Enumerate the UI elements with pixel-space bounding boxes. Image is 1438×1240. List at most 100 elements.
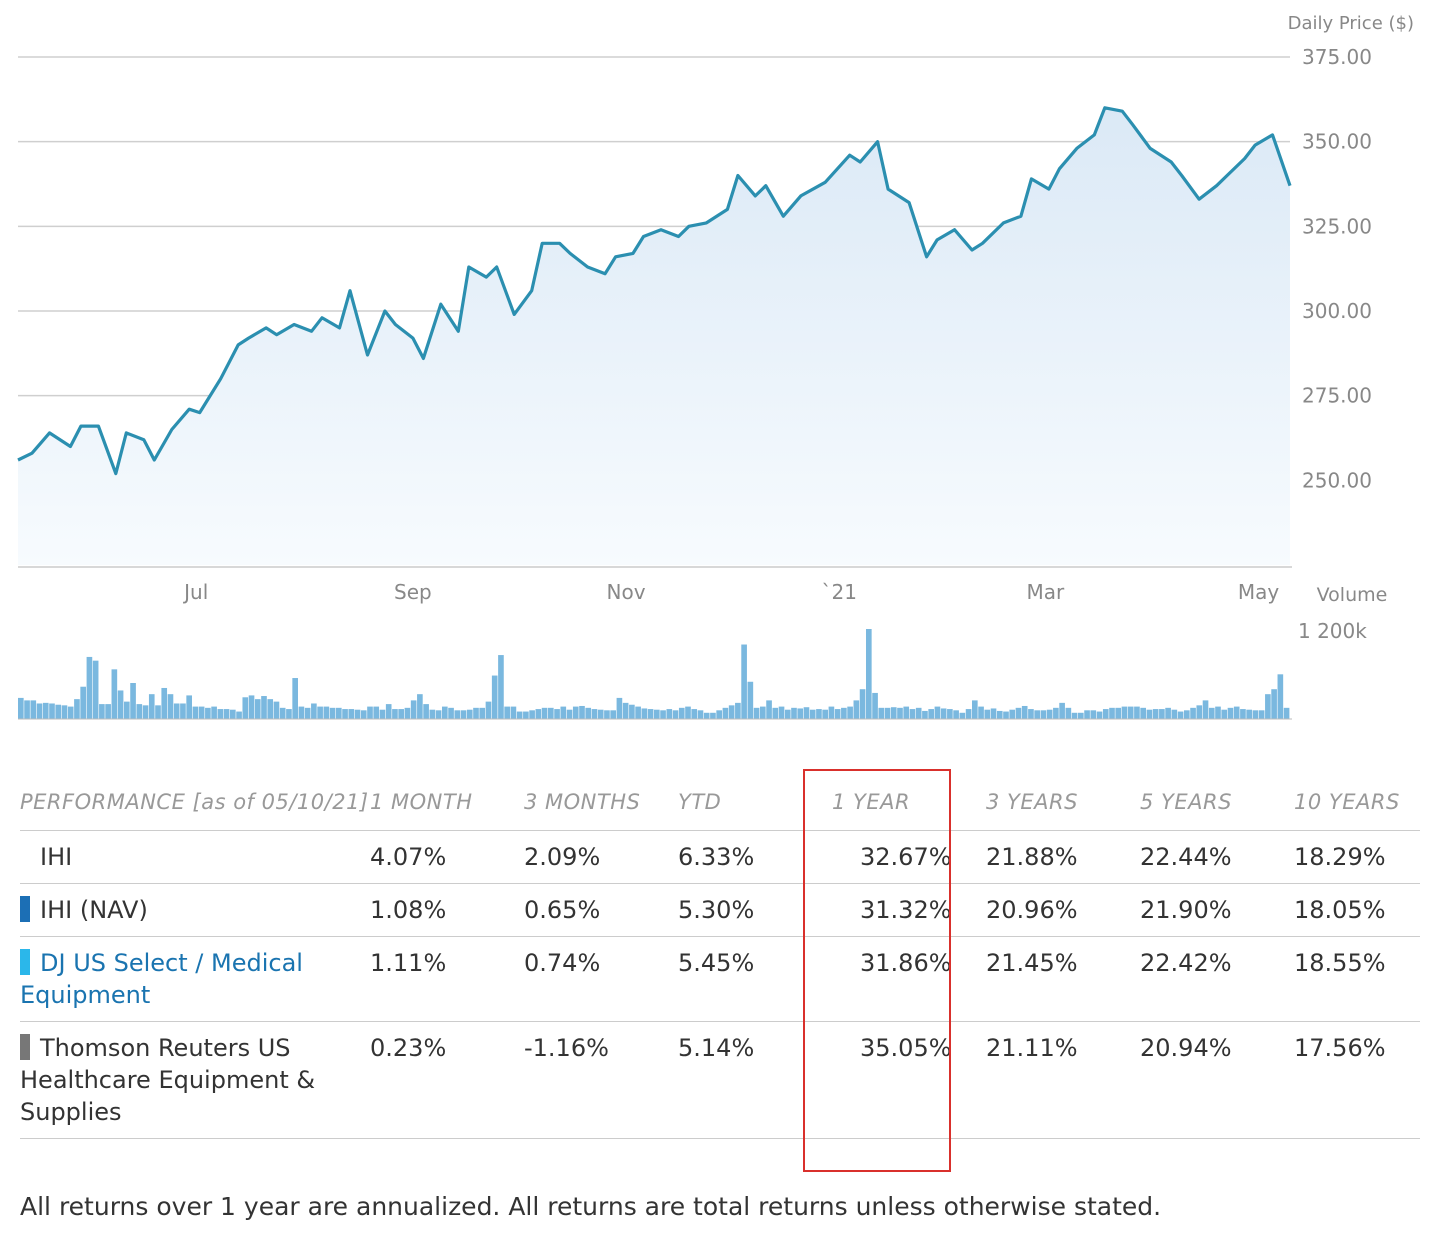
volume-bar xyxy=(772,707,779,719)
volume-bar xyxy=(1215,706,1221,719)
volume-bar xyxy=(1159,709,1165,719)
volume-bar xyxy=(947,709,953,719)
volume-bar xyxy=(92,660,99,719)
volume-bar xyxy=(485,701,492,719)
table-row: DJ US Select / Medical Equipment 1.11% 0… xyxy=(20,936,1420,1022)
volume-bar xyxy=(1071,712,1078,719)
volume-bar xyxy=(1196,705,1203,719)
volume-bar xyxy=(130,683,136,719)
volume-bar xyxy=(1065,707,1072,719)
volume-bar xyxy=(473,707,479,719)
volume-bar xyxy=(448,707,454,719)
volume-bar xyxy=(1177,711,1184,719)
volume-bar xyxy=(741,644,747,719)
volume-bar xyxy=(878,707,885,719)
x-tick-label: `21 xyxy=(821,580,856,604)
period-10-years: 10 YEARS xyxy=(1294,790,1400,814)
table-cell: 5.45% xyxy=(678,936,832,1022)
volume-bar xyxy=(379,709,386,719)
volume-bar xyxy=(978,706,984,719)
volume-bar xyxy=(716,710,722,719)
volume-bar xyxy=(585,707,592,719)
price-y-axis: 375.00 350.00 325.00 300.00 275.00 250.00 xyxy=(1302,45,1372,492)
volume-bar xyxy=(1028,709,1034,719)
volume-bar xyxy=(678,707,685,719)
volume-bar xyxy=(1184,710,1190,719)
volume-bar xyxy=(610,710,616,719)
volume-bar xyxy=(173,703,180,719)
volume-bar xyxy=(1190,707,1196,719)
volume-bar xyxy=(373,706,380,719)
volume-bar xyxy=(1102,709,1109,719)
table-cell: 5.14% xyxy=(678,1021,832,1139)
volume-bar xyxy=(666,709,673,719)
volume-bar xyxy=(579,705,585,719)
volume-bar xyxy=(1252,710,1259,719)
volume-bar xyxy=(1034,710,1040,719)
volume-bar xyxy=(254,699,261,719)
volume-bar xyxy=(86,656,93,719)
volume-bar xyxy=(622,702,629,719)
volume-bar xyxy=(61,705,68,719)
volume-bar xyxy=(1146,709,1153,719)
table-cell: 5.30% xyxy=(678,883,832,937)
row-name: IHI (NAV) xyxy=(20,883,370,937)
volume-bar xyxy=(866,629,872,719)
volume-bar xyxy=(292,678,298,719)
volume-bar xyxy=(1109,707,1115,719)
volume-bar xyxy=(298,706,305,719)
volume-bar xyxy=(1134,706,1140,719)
volume-bar xyxy=(884,707,891,719)
table-cell: 6.33% xyxy=(678,830,832,884)
volume-bar xyxy=(853,700,860,719)
volume-bar xyxy=(1271,689,1277,719)
volume-bar xyxy=(1233,706,1240,719)
volume-bar xyxy=(1265,694,1271,719)
volume-bar xyxy=(1046,709,1053,719)
volume-bar xyxy=(604,710,610,719)
volume-bar xyxy=(466,709,473,719)
volume-bar xyxy=(442,706,448,719)
table-cell: 2.09% xyxy=(524,830,678,884)
table-cell: 0.74% xyxy=(524,936,678,1022)
table-cell: 0.23% xyxy=(370,1021,524,1139)
volume-bar xyxy=(915,707,922,719)
volume-bar xyxy=(323,706,330,719)
volume-bar xyxy=(1246,709,1252,719)
period-1-month: 1 MONTH xyxy=(370,790,473,814)
volume-bar xyxy=(148,694,155,719)
volume-bar xyxy=(211,706,217,719)
volume-bar xyxy=(460,710,467,719)
volume-bar xyxy=(1003,711,1009,719)
volume-bars xyxy=(18,629,1290,719)
volume-bar xyxy=(498,655,504,719)
volume-bar xyxy=(385,704,392,719)
volume-bar xyxy=(49,703,55,719)
y-tick-label: 325.00 xyxy=(1302,214,1372,238)
volume-bar xyxy=(691,709,698,719)
volume-bar xyxy=(953,710,959,719)
index-link[interactable]: DJ US Select / Medical Equipment xyxy=(20,949,303,1009)
volume-bar xyxy=(410,700,417,719)
y-tick-label: 375.00 xyxy=(1302,45,1372,69)
volume-bar xyxy=(186,695,192,719)
volume-bar xyxy=(797,708,804,719)
volume-bar xyxy=(242,697,249,719)
volume-bar xyxy=(1040,710,1047,719)
volume-bar xyxy=(834,709,841,719)
volume-bar xyxy=(142,705,149,719)
volume-bar xyxy=(984,709,991,719)
volume-bar xyxy=(124,701,130,719)
volume-bar xyxy=(672,710,679,719)
volume-bar xyxy=(629,704,635,719)
volume-bar xyxy=(1127,706,1134,719)
table-cell: 1.11% xyxy=(370,936,524,1022)
row-name: DJ US Select / Medical Equipment xyxy=(20,936,370,1022)
y-tick-label: 300.00 xyxy=(1302,299,1372,323)
volume-bar xyxy=(922,710,928,719)
table-cell: 4.07% xyxy=(370,830,524,884)
volume-bar xyxy=(18,697,24,719)
volume-bar xyxy=(535,709,542,719)
volume-bar xyxy=(273,701,280,719)
volume-bar xyxy=(1021,705,1028,719)
